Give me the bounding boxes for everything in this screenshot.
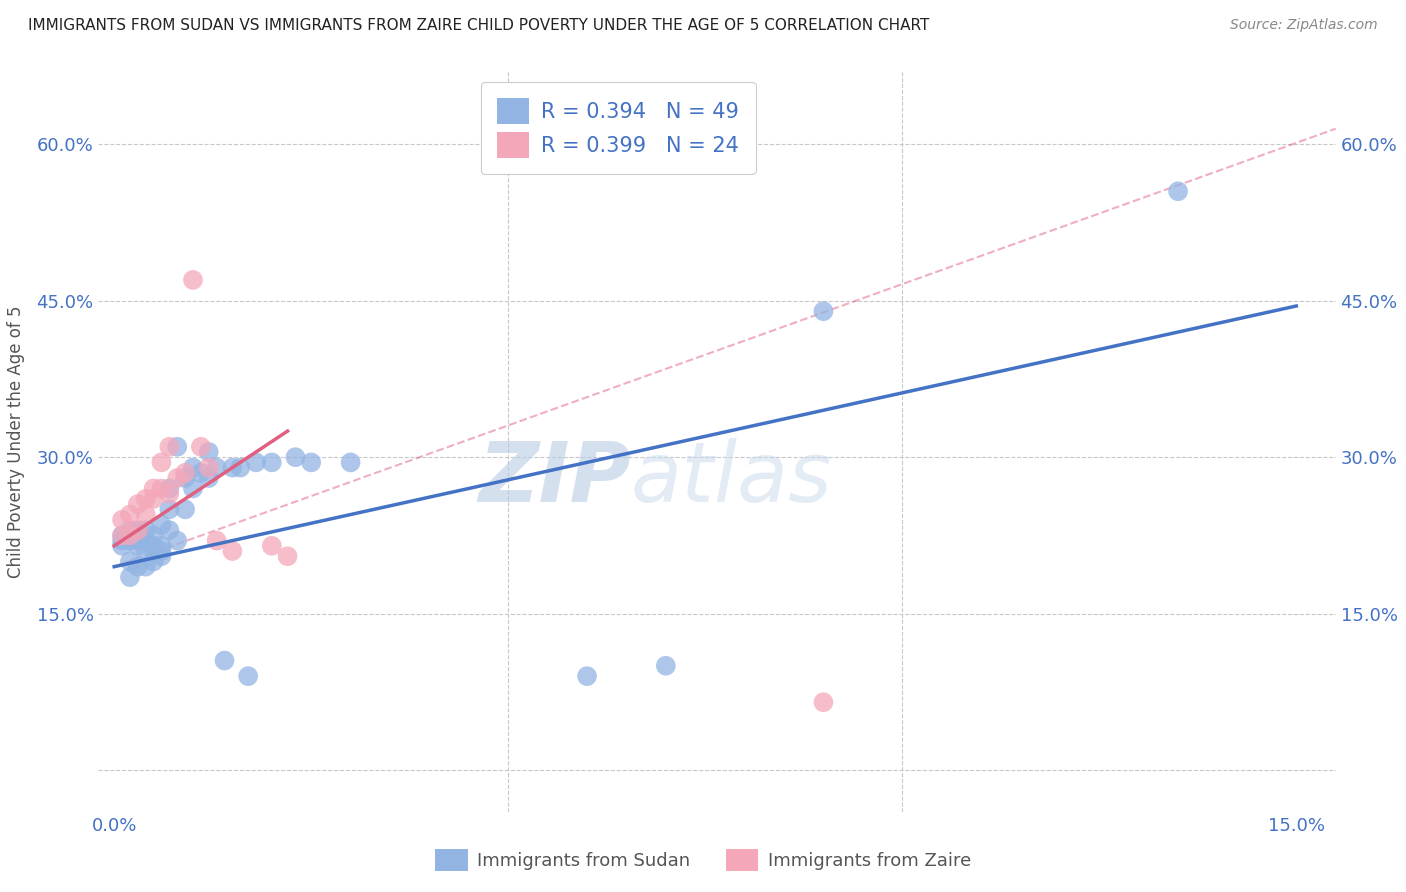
Point [197, 445, 219, 459]
Point [118, 533, 141, 548]
Text: ZIP: ZIP [478, 438, 630, 519]
Point [118, 508, 141, 522]
Point [339, 455, 361, 469]
Legend: R = 0.394   N = 49, R = 0.399   N = 24: R = 0.394 N = 49, R = 0.399 N = 24 [481, 82, 755, 174]
Point [197, 460, 219, 475]
Point [190, 440, 212, 454]
Point [205, 460, 228, 475]
Point [174, 502, 197, 516]
Point [214, 653, 236, 667]
Point [135, 533, 157, 548]
Point [655, 658, 678, 673]
Point [166, 533, 188, 548]
Point [229, 460, 252, 475]
Point [813, 304, 835, 318]
Point [277, 549, 299, 564]
Point [174, 471, 197, 485]
Point [111, 539, 134, 553]
Point [150, 455, 173, 469]
Point [118, 523, 141, 537]
Point [142, 491, 165, 506]
Y-axis label: Child Poverty Under the Age of 5: Child Poverty Under the Age of 5 [7, 305, 25, 578]
Point [166, 471, 188, 485]
Point [142, 482, 165, 496]
Point [135, 523, 157, 537]
Point [127, 559, 149, 574]
Point [142, 528, 165, 542]
Point [111, 528, 134, 542]
Point [221, 460, 243, 475]
Point [127, 539, 149, 553]
Point [150, 518, 173, 533]
Point [150, 549, 173, 564]
Point [197, 471, 219, 485]
Point [118, 570, 141, 584]
Point [111, 513, 134, 527]
Text: IMMIGRANTS FROM SUDAN VS IMMIGRANTS FROM ZAIRE CHILD POVERTY UNDER THE AGE OF 5 : IMMIGRANTS FROM SUDAN VS IMMIGRANTS FROM… [28, 18, 929, 33]
Point [236, 669, 259, 683]
Point [127, 523, 149, 537]
Point [142, 544, 165, 558]
Point [127, 497, 149, 511]
Text: atlas: atlas [630, 438, 832, 519]
Point [260, 455, 283, 469]
Point [157, 502, 180, 516]
Point [205, 533, 228, 548]
Point [166, 440, 188, 454]
Point [299, 455, 322, 469]
Point [111, 528, 134, 542]
Point [127, 523, 149, 537]
Point [150, 539, 173, 553]
Point [118, 554, 141, 568]
Point [157, 486, 180, 500]
Point [181, 460, 204, 475]
Point [157, 523, 180, 537]
Point [142, 539, 165, 553]
Point [181, 273, 204, 287]
Point [813, 695, 835, 709]
Text: Source: ZipAtlas.com: Source: ZipAtlas.com [1230, 18, 1378, 32]
Point [576, 669, 599, 683]
Point [221, 544, 243, 558]
Point [135, 544, 157, 558]
Point [157, 482, 180, 496]
Point [245, 455, 267, 469]
Legend: Immigrants from Sudan, Immigrants from Zaire: Immigrants from Sudan, Immigrants from Z… [427, 842, 979, 879]
Point [127, 533, 149, 548]
Point [135, 559, 157, 574]
Point [260, 539, 283, 553]
Point [111, 533, 134, 548]
Point [284, 450, 307, 465]
Point [181, 482, 204, 496]
Point [150, 544, 173, 558]
Point [135, 491, 157, 506]
Point [174, 466, 197, 480]
Point [142, 554, 165, 568]
Point [190, 466, 212, 480]
Point [118, 528, 141, 542]
Point [1167, 184, 1189, 198]
Point [157, 440, 180, 454]
Point [135, 508, 157, 522]
Point [150, 482, 173, 496]
